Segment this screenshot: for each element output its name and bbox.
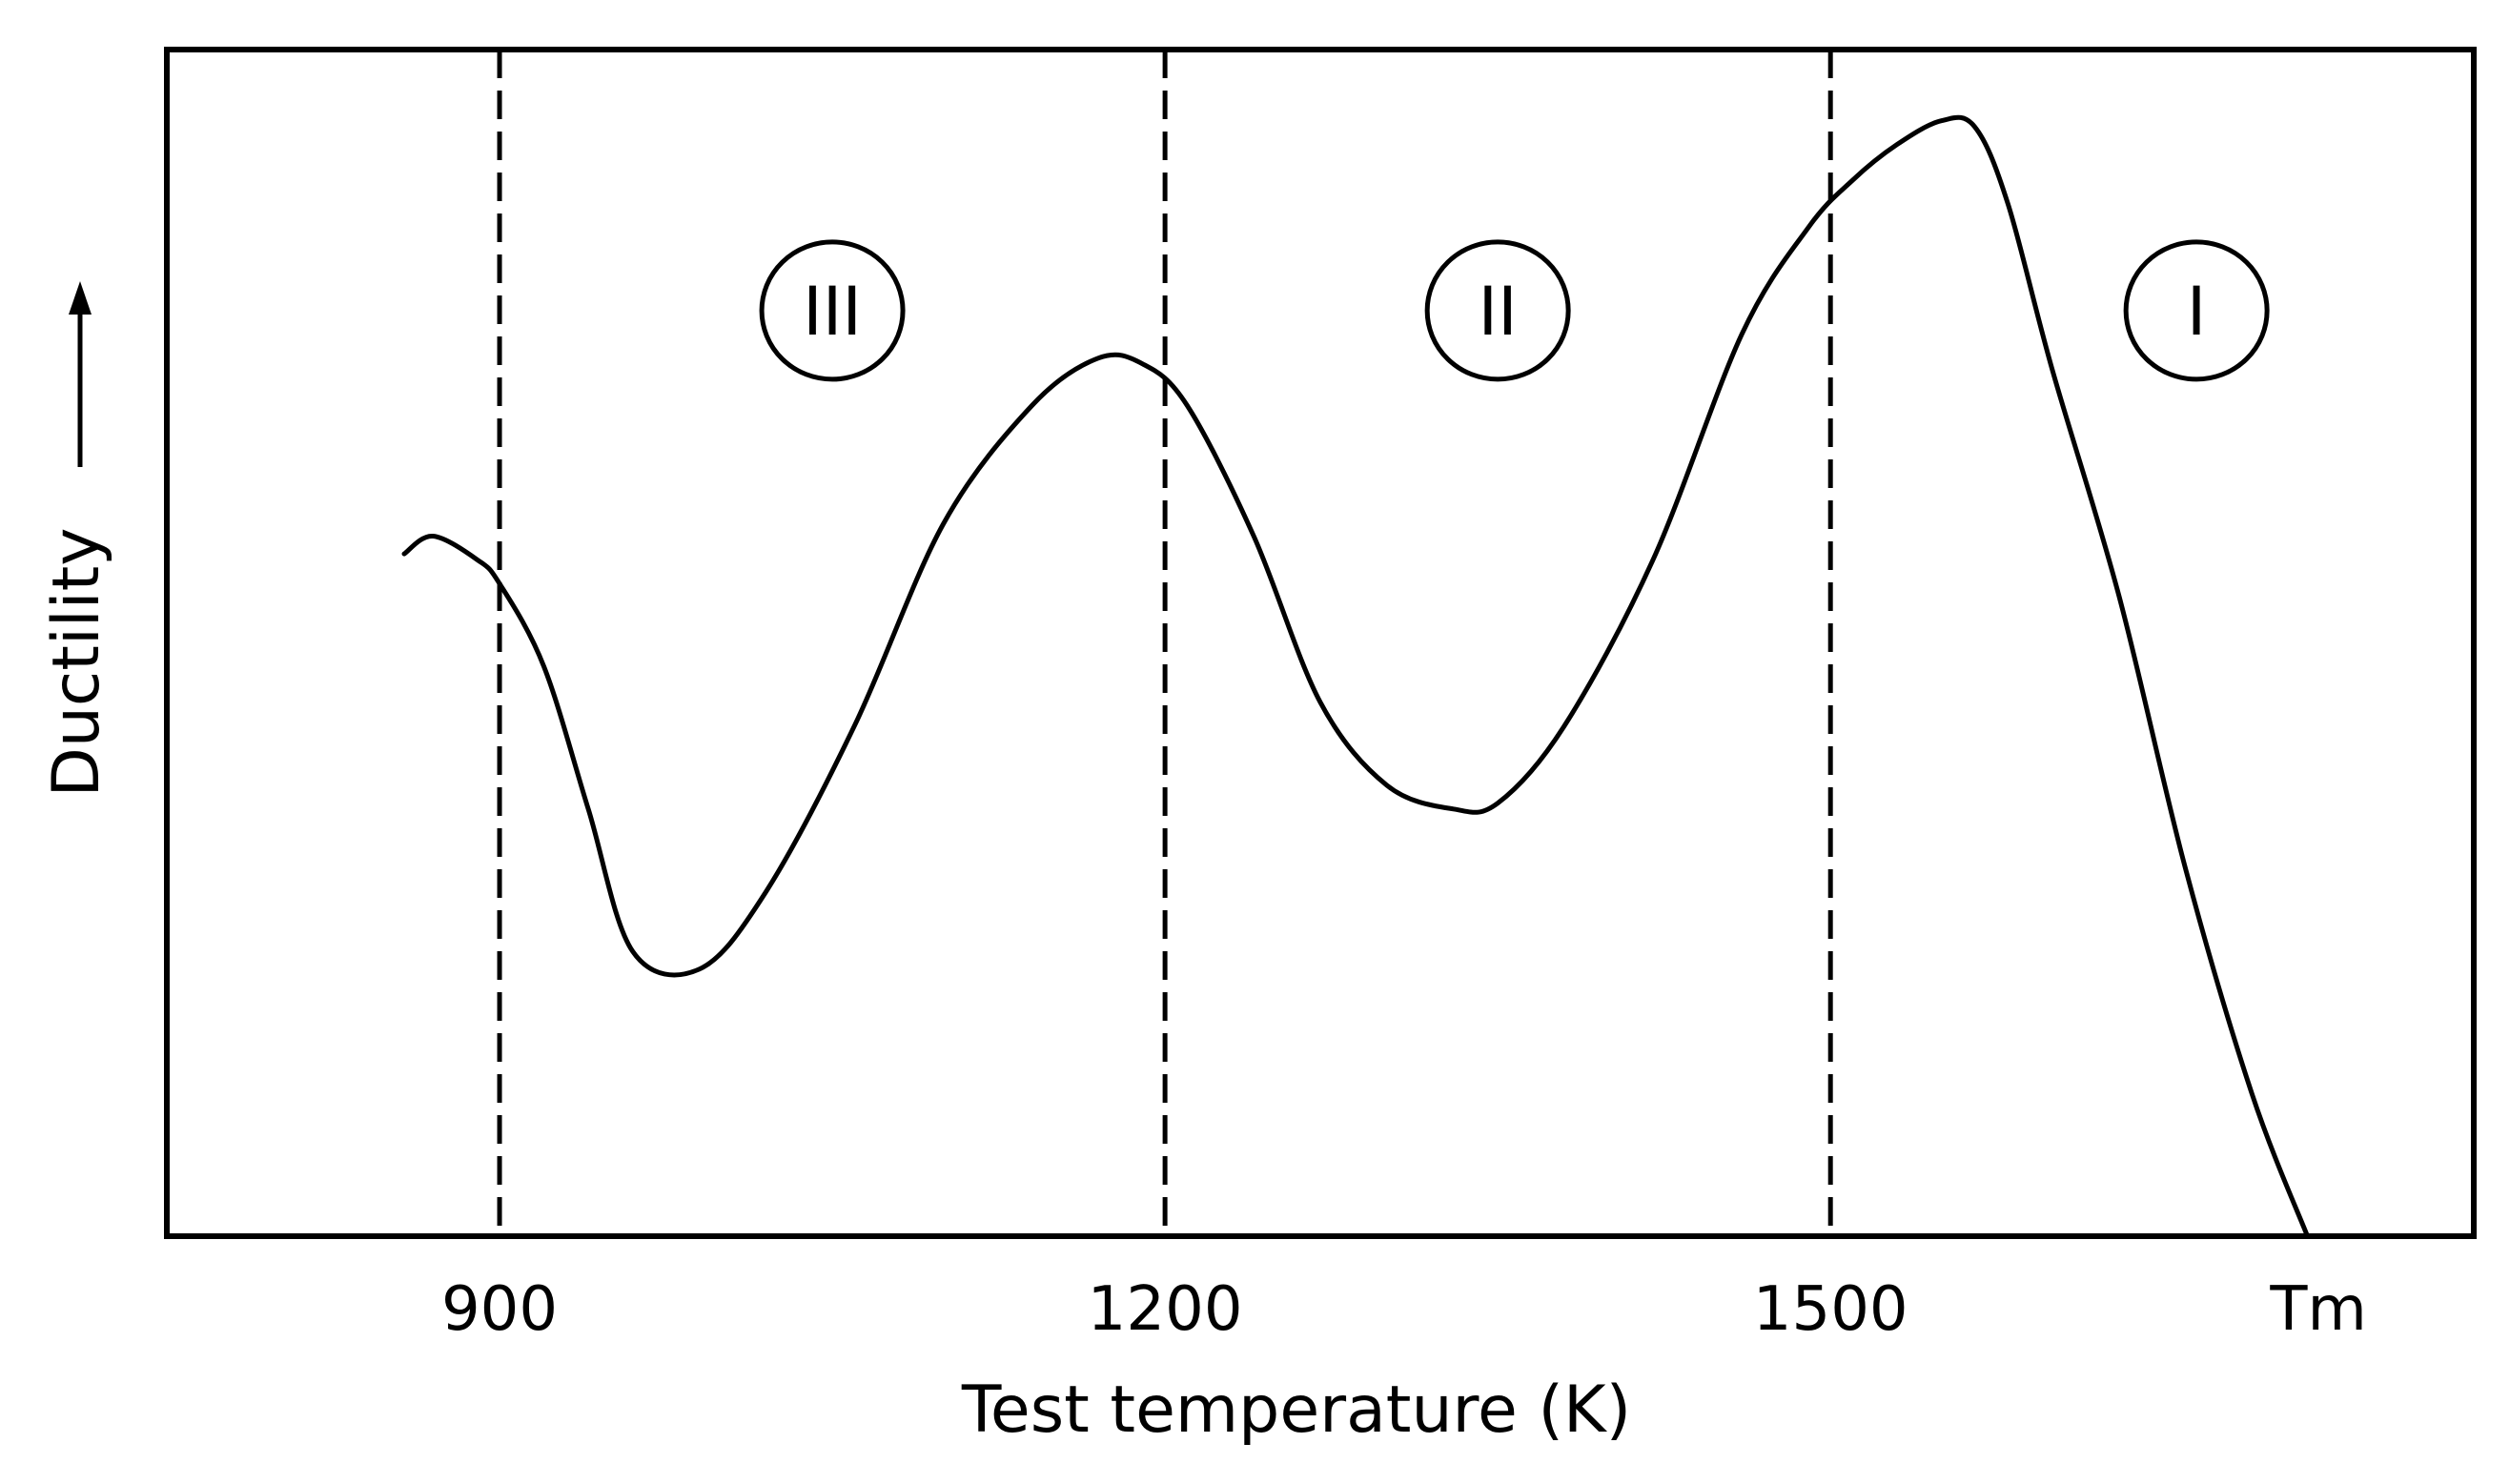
up-arrow-icon bbox=[69, 281, 92, 467]
region-marker-iii: III bbox=[759, 239, 906, 382]
y-axis-title-group: Ductility bbox=[39, 281, 114, 798]
region-markers-group: III II I bbox=[759, 239, 2270, 382]
region-label: I bbox=[2187, 273, 2207, 351]
region-circle bbox=[759, 239, 906, 382]
plot-frame bbox=[164, 47, 2477, 1239]
region-marker-i: I bbox=[2123, 239, 2270, 382]
region-marker-ii: II bbox=[1424, 239, 1571, 382]
x-tick-labels-group: 900 1200 1500 Tm bbox=[441, 1274, 2367, 1345]
region-circle bbox=[2123, 239, 2270, 382]
x-axis-title: Test temperature (K) bbox=[961, 1372, 1631, 1448]
x-tick-label-1500: 1500 bbox=[1753, 1274, 1908, 1345]
x-tick-label-1200: 1200 bbox=[1088, 1274, 1243, 1345]
region-label: II bbox=[1479, 273, 1518, 351]
y-axis-title: Ductility bbox=[39, 527, 114, 797]
dashed-lines-group bbox=[497, 50, 1833, 1236]
x-tick-label-tm: Tm bbox=[2269, 1274, 2366, 1345]
region-circle bbox=[1424, 239, 1571, 382]
region-label: III bbox=[803, 273, 862, 351]
series-line-ductility bbox=[401, 114, 2310, 1239]
x-tick-label-900: 900 bbox=[441, 1274, 558, 1345]
